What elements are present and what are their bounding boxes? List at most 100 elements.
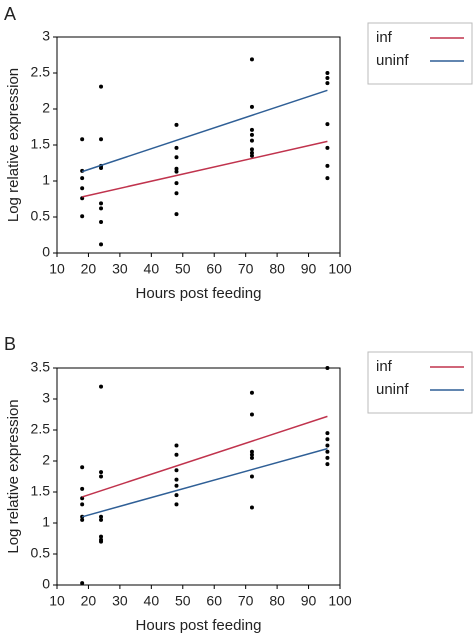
data-point xyxy=(249,104,254,109)
x-tick-label: 60 xyxy=(206,593,222,609)
data-point xyxy=(99,84,104,89)
y-tick-label: 2.5 xyxy=(31,421,51,437)
data-point xyxy=(249,138,254,143)
x-tick-label: 10 xyxy=(49,593,65,609)
y-axis-label: Log relative expression xyxy=(5,68,22,222)
data-point xyxy=(249,449,254,454)
data-point xyxy=(80,486,85,491)
data-point xyxy=(174,477,179,482)
data-point xyxy=(99,206,104,211)
data-point xyxy=(80,176,85,181)
data-point xyxy=(99,539,104,544)
legend-label: inf xyxy=(376,358,393,375)
data-point xyxy=(325,163,330,168)
y-tick-label: 0 xyxy=(42,244,50,260)
data-point xyxy=(249,127,254,132)
panel-label: B xyxy=(4,334,16,354)
x-tick-label: 80 xyxy=(269,261,285,277)
data-point xyxy=(174,145,179,150)
y-tick-label: 2 xyxy=(42,100,50,116)
data-point xyxy=(174,181,179,186)
x-tick-label: 50 xyxy=(175,593,191,609)
data-point xyxy=(325,122,330,127)
panel-label: A xyxy=(4,4,16,24)
x-tick-label: 40 xyxy=(144,593,160,609)
data-point xyxy=(249,57,254,62)
plot-frame xyxy=(56,367,341,586)
data-point xyxy=(249,132,254,137)
data-point xyxy=(99,201,104,206)
data-point xyxy=(174,191,179,196)
x-tick-label: 70 xyxy=(238,261,254,277)
data-point xyxy=(174,155,179,160)
data-point xyxy=(325,431,330,436)
data-point xyxy=(249,153,254,158)
data-point xyxy=(174,122,179,127)
y-tick-label: 1.5 xyxy=(31,483,51,499)
data-point xyxy=(99,220,104,225)
data-point xyxy=(325,455,330,460)
data-point xyxy=(325,437,330,442)
trend-line xyxy=(81,140,328,198)
x-tick-label: 40 xyxy=(144,261,160,277)
data-point xyxy=(174,169,179,174)
data-point xyxy=(174,493,179,498)
x-tick-label: 30 xyxy=(112,261,128,277)
x-tick-label: 20 xyxy=(81,593,97,609)
data-point xyxy=(99,137,104,142)
legend-label: uninf xyxy=(376,52,409,69)
x-tick-label: 90 xyxy=(301,593,317,609)
data-point xyxy=(325,71,330,75)
data-point xyxy=(99,470,104,475)
y-axis-label: Log relative expression xyxy=(5,399,22,553)
data-point xyxy=(249,412,254,417)
data-point xyxy=(99,242,104,247)
data-point xyxy=(80,186,85,191)
y-tick-label: 3 xyxy=(42,28,50,44)
data-point xyxy=(249,474,254,479)
data-point xyxy=(99,166,104,171)
data-point xyxy=(99,534,104,539)
data-point xyxy=(249,390,254,395)
y-tick-label: 3.5 xyxy=(31,359,51,375)
trend-line xyxy=(81,415,328,498)
y-tick-label: 0 xyxy=(42,576,50,592)
data-point xyxy=(249,505,254,510)
y-tick-label: 1.5 xyxy=(31,136,51,152)
legend-box xyxy=(367,22,473,85)
x-tick-label: 30 xyxy=(112,593,128,609)
y-tick-label: 0.5 xyxy=(31,545,51,561)
legend-label: uninf xyxy=(376,381,409,398)
data-point xyxy=(80,137,85,142)
x-axis-label: Hours post feeding xyxy=(136,617,262,634)
data-point xyxy=(325,443,330,448)
x-tick-label: 70 xyxy=(238,593,254,609)
x-tick-label: 60 xyxy=(206,261,222,277)
y-tick-label: 1 xyxy=(42,514,50,530)
y-tick-label: 1 xyxy=(42,172,50,188)
data-point xyxy=(249,147,254,152)
x-tick-label: 20 xyxy=(81,261,97,277)
x-tick-label: 80 xyxy=(269,593,285,609)
data-point xyxy=(99,474,104,479)
x-axis-label: Hours post feeding xyxy=(136,285,262,302)
data-point xyxy=(80,465,85,470)
data-point xyxy=(325,449,330,454)
y-tick-label: 2.5 xyxy=(31,64,51,80)
data-point xyxy=(99,517,104,522)
data-point xyxy=(174,502,179,507)
y-tick-label: 3 xyxy=(42,390,50,406)
x-tick-label: 90 xyxy=(301,261,317,277)
data-point xyxy=(325,81,330,86)
legend-box xyxy=(367,351,473,414)
data-point xyxy=(325,462,330,467)
data-point xyxy=(325,176,330,181)
data-point xyxy=(325,145,330,150)
data-point xyxy=(99,514,104,519)
plot-frame xyxy=(56,36,341,254)
legend-label: inf xyxy=(376,29,393,46)
data-point xyxy=(174,166,179,171)
data-point xyxy=(174,212,179,217)
